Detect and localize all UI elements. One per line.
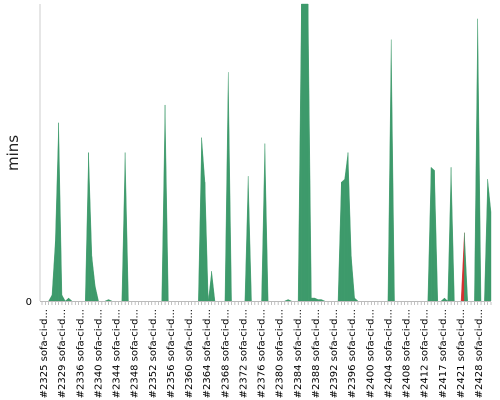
x-tick-label: #2360 sofa-ci-d...	[184, 309, 195, 398]
x-tick-label: #2329 sofa-ci-d...	[57, 309, 68, 398]
area-segment	[321, 299, 325, 302]
area-segment	[208, 271, 212, 302]
area-segment	[387, 39, 392, 302]
x-tick-label: #2368 sofa-ci-d...	[220, 309, 231, 398]
area-series	[48, 3, 492, 302]
x-tick-label: #2400 sofa-ci-d...	[365, 309, 376, 398]
area-segment	[228, 72, 232, 302]
area-segment	[430, 166, 435, 302]
x-tick-label: #2388 sofa-ci-d...	[311, 309, 322, 398]
area-segment	[105, 299, 109, 302]
area-segment	[337, 182, 342, 302]
area-segment	[351, 256, 355, 302]
area-segment	[354, 297, 359, 302]
area-segment	[344, 152, 349, 302]
area-segment	[85, 152, 89, 302]
area-segment	[487, 179, 492, 302]
area-segment	[341, 178, 345, 302]
x-tick-label: #2348 sofa-ci-d...	[130, 309, 141, 398]
area-segment	[58, 122, 63, 302]
area-segment	[224, 72, 229, 302]
area-segment	[484, 179, 488, 302]
area-segment	[55, 122, 59, 302]
x-tick-label: #2364 sofa-ci-d...	[202, 309, 213, 398]
x-tick-label: #2372 sofa-ci-d...	[238, 309, 249, 398]
x-tick-label: #2352 sofa-ci-d...	[148, 309, 159, 398]
area-segment	[51, 241, 56, 302]
x-tick-label: #2380 sofa-ci-d...	[275, 309, 286, 398]
area-segment	[108, 299, 112, 302]
y-axis-title: mins	[4, 135, 22, 171]
area-segment	[248, 176, 252, 302]
area-segment	[121, 152, 126, 302]
area-segment	[244, 176, 249, 302]
area-segment	[61, 294, 66, 302]
x-tick-label: #2417 sofa-ci-d...	[438, 309, 449, 398]
x-tick-label: #2408 sofa-ci-d...	[402, 309, 413, 398]
x-tick-label: #2396 sofa-ci-d...	[347, 309, 358, 398]
area-segment	[64, 297, 69, 302]
area-segment	[287, 299, 292, 302]
area-segment	[88, 152, 93, 302]
area-segment	[444, 297, 449, 302]
x-tick-label: #2344 sofa-ci-d...	[112, 309, 123, 398]
area-segment	[95, 286, 99, 302]
area-segment	[297, 3, 302, 302]
area-segment-failed	[460, 232, 465, 302]
x-tick-label: #2412 sofa-ci-d...	[420, 309, 431, 398]
area-segment	[201, 137, 206, 302]
x-tick-label: #2392 sofa-ci-d...	[329, 309, 340, 398]
x-axis-labels: #2325 sofa-ci-d... #2329 sofa-ci-d... #233…	[39, 309, 485, 398]
area-segment	[427, 167, 432, 302]
area-segment	[211, 271, 216, 302]
area-segment	[164, 104, 169, 302]
area-segment	[261, 143, 266, 302]
area-segment	[391, 39, 395, 302]
area-segment	[68, 297, 73, 302]
x-axis-ticks	[41, 302, 492, 305]
area-segment	[124, 152, 129, 302]
area-segment	[204, 182, 209, 302]
area-segment	[301, 3, 305, 302]
area-segment	[48, 294, 53, 302]
area-segment	[314, 297, 319, 302]
area-segment	[477, 18, 482, 302]
area-segment	[307, 3, 312, 302]
area-segment	[311, 297, 315, 302]
area-segment	[464, 232, 468, 302]
area-segment	[264, 143, 269, 302]
x-tick-label: #2325 sofa-ci-d...	[39, 309, 50, 398]
area-segment	[447, 167, 452, 302]
area-segment	[161, 104, 166, 302]
x-tick-label: #2421 sofa-ci-d...	[456, 309, 467, 398]
x-tick-label: #2376 sofa-ci-d...	[257, 309, 268, 398]
area-segment	[284, 299, 289, 302]
area-segment	[474, 18, 478, 302]
area-segment	[434, 170, 438, 302]
x-tick-label: #2404 sofa-ci-d...	[383, 309, 394, 398]
x-tick-label: #2336 sofa-ci-d...	[75, 309, 86, 398]
area-segment	[440, 297, 445, 302]
area-segment	[450, 167, 455, 302]
x-tick-label: #2340 sofa-ci-d...	[93, 309, 104, 398]
area-segment	[198, 137, 202, 302]
area-segment	[347, 152, 352, 302]
area-segment	[317, 299, 322, 302]
x-tick-label: #2384 sofa-ci-d...	[293, 309, 304, 398]
area-segment	[91, 256, 96, 302]
x-tick-label: #2356 sofa-ci-d...	[166, 309, 177, 398]
area-segment	[304, 3, 309, 302]
x-tick-label: #2428 sofa-ci-d...	[474, 309, 485, 398]
y-tick-zero: 0	[26, 297, 32, 308]
